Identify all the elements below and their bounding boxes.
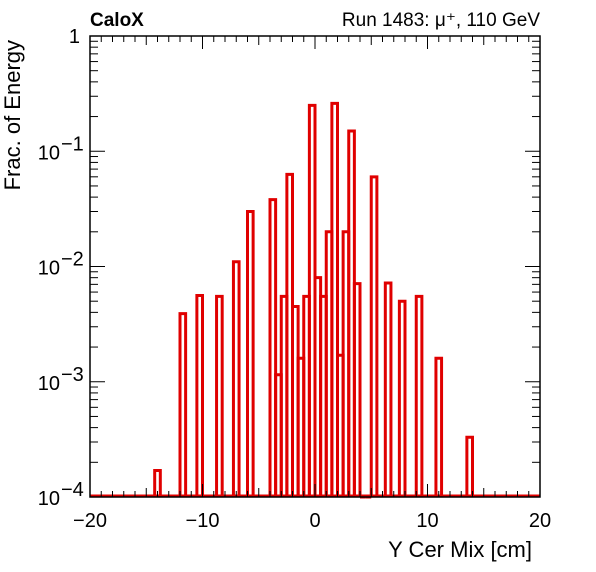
y-tick-label: 10 — [38, 373, 60, 395]
y-tick-exponent: −3 — [61, 364, 84, 386]
y-tick-label: 10 — [38, 142, 60, 164]
histogram-bin — [231, 260, 241, 497]
histogram-bin — [178, 312, 188, 497]
y-tick-label: 1 — [69, 26, 80, 48]
histogram-layer — [90, 101, 540, 499]
histogram-bin — [268, 198, 278, 497]
histogram-bin — [330, 101, 339, 497]
histogram-bin — [195, 294, 204, 497]
y-axis-title: Frac. of Energy — [0, 40, 25, 190]
x-tick-label: −10 — [186, 510, 220, 532]
x-tick-label: 0 — [309, 510, 320, 532]
histogram-bin — [383, 281, 393, 497]
histogram-bin — [465, 435, 474, 497]
histogram-bin — [153, 468, 162, 497]
plot-frame — [89, 35, 541, 498]
header-right-label: Run 1483: μ⁺, 110 GeV — [342, 10, 540, 31]
histogram-bin — [397, 299, 407, 497]
histogram-bin — [434, 356, 444, 497]
x-tick-labels: −20 −10 0 10 20 — [73, 510, 551, 532]
histogram-bin — [352, 282, 362, 497]
header-left-label: CaloX — [90, 10, 144, 31]
histogram-bin — [215, 294, 224, 497]
y-tick-label: 10 — [38, 258, 60, 280]
x-tick-label: 10 — [416, 510, 438, 532]
y-tick-labels: 10 −410 −310 −210 −11 — [38, 26, 84, 510]
x-tick-label: 20 — [529, 510, 551, 532]
ticks-layer — [89, 35, 541, 498]
histogram-bin — [414, 294, 424, 497]
x-axis-title: Y Cer Mix [cm] — [388, 537, 532, 562]
y-tick-label: 10 — [38, 488, 60, 510]
y-tick-exponent: −2 — [61, 249, 84, 271]
y-tick-exponent: −4 — [61, 479, 84, 501]
histogram-bin — [369, 175, 379, 497]
y-tick-exponent: −1 — [61, 133, 84, 155]
histogram-bin — [246, 210, 255, 497]
x-tick-label: −20 — [73, 510, 107, 532]
